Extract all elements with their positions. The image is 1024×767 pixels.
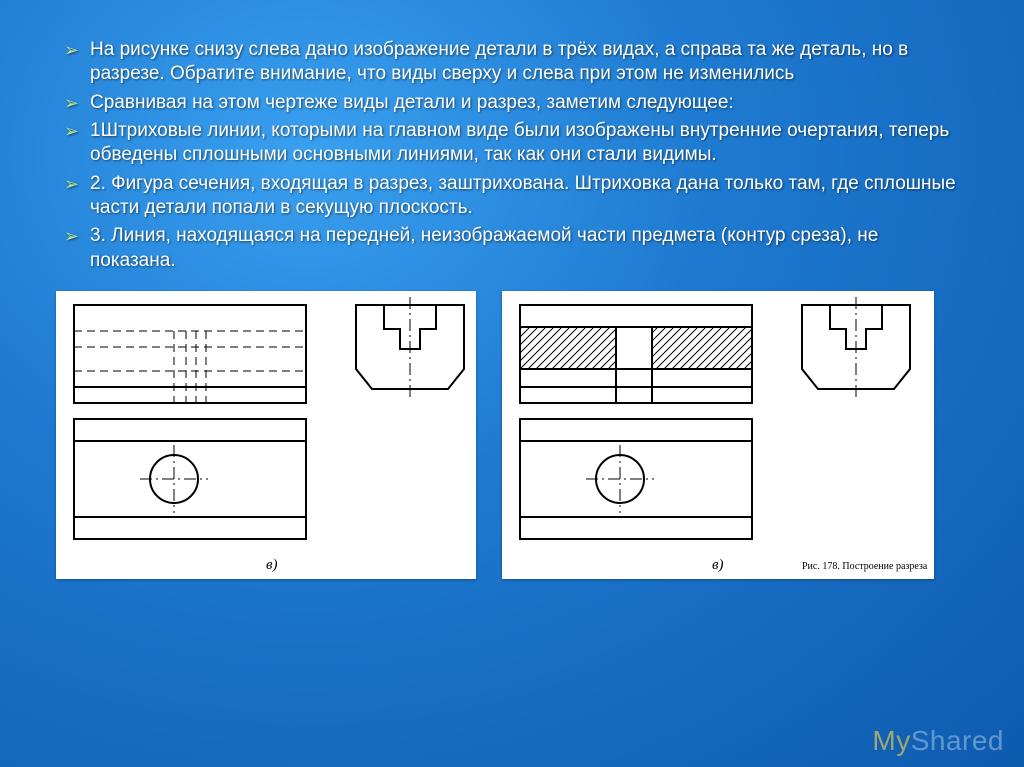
drawings-row: в) bbox=[56, 291, 968, 579]
watermark-suffix: Shared bbox=[911, 725, 1004, 756]
svg-text:в): в) bbox=[266, 557, 278, 573]
bullet-item: 1Штриховые линии, которыми на главном ви… bbox=[56, 119, 968, 168]
bullet-text: Сравнивая на этом чертеже виды детали и … bbox=[90, 92, 734, 113]
drawing-right-svg: в) Рис. 178. Построение разреза bbox=[502, 291, 934, 579]
bullet-item: 3. Линия, находящаяся на передней, неизо… bbox=[56, 224, 968, 273]
bullet-item: 2. Фигура сечения, входящая в разрез, за… bbox=[56, 172, 968, 221]
bullet-text: На рисунке снизу слева дано изображение … bbox=[90, 39, 908, 84]
drawing-right-panel: в) Рис. 178. Построение разреза bbox=[502, 291, 934, 579]
bullet-text: 2. Фигура сечения, входящая в разрез, за… bbox=[90, 173, 956, 218]
bullet-list: На рисунке снизу слева дано изображение … bbox=[56, 38, 968, 273]
watermark: MyShared bbox=[872, 725, 1004, 757]
drawing-left-svg: в) bbox=[56, 291, 476, 579]
svg-text:Рис. 178. Построение разреза: Рис. 178. Построение разреза bbox=[802, 561, 928, 572]
bullet-item: Сравнивая на этом чертеже виды детали и … bbox=[56, 91, 968, 115]
drawing-left-panel: в) bbox=[56, 291, 476, 579]
bullet-text: 3. Линия, находящаяся на передней, неизо… bbox=[90, 225, 878, 270]
svg-text:в): в) bbox=[712, 557, 724, 573]
watermark-prefix: My bbox=[872, 725, 910, 756]
slide: На рисунке снизу слева дано изображение … bbox=[0, 0, 1024, 767]
bullet-item: На рисунке снизу слева дано изображение … bbox=[56, 38, 968, 87]
bullet-text: 1Штриховые линии, которыми на главном ви… bbox=[90, 120, 949, 165]
